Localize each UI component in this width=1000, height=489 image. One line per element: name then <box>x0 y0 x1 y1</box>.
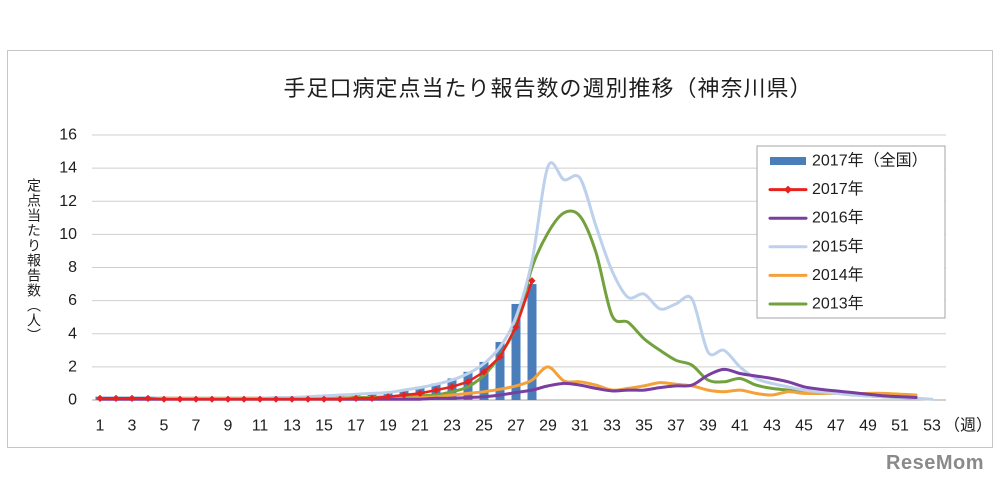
x-tick-label: 39 <box>699 418 717 435</box>
legend-label: 2013年 <box>812 295 864 313</box>
y-tick-label: 0 <box>68 392 77 409</box>
x-tick-label: 41 <box>731 418 749 435</box>
y-tick-label: 12 <box>59 193 77 210</box>
bar <box>527 284 537 400</box>
y-tick-label: 6 <box>68 292 77 309</box>
data-point <box>144 394 152 402</box>
x-tick-label: 27 <box>507 418 525 435</box>
legend-label: 2015年 <box>812 237 864 255</box>
data-point <box>528 277 536 285</box>
data-point <box>448 383 456 391</box>
bar <box>495 342 505 400</box>
x-tick-label: 15 <box>315 418 333 435</box>
x-tick-label: 19 <box>379 418 397 435</box>
data-point <box>304 395 312 403</box>
x-tick-label: 53 <box>923 418 941 435</box>
legend-label: 2016年 <box>812 209 864 227</box>
line-series-2 <box>98 367 918 401</box>
legend-label: 2017年（全国） <box>812 152 928 170</box>
x-tick-label: 3 <box>128 418 137 435</box>
data-point <box>336 395 344 403</box>
y-tick-label: 16 <box>59 127 77 144</box>
legend-box <box>756 145 946 319</box>
y-tick-label: 4 <box>68 325 77 342</box>
x-tick-label: 5 <box>160 418 169 435</box>
x-axis-label: （週） <box>944 417 992 435</box>
x-axis: 1 3 5 7 9 11 13 15 17 19 21 23 25 27 29 31 33 35 37 39 41 43 4… <box>96 417 992 435</box>
x-tick-label: 9 <box>224 418 233 435</box>
bar <box>511 303 521 400</box>
x-tick-label: 21 <box>411 418 429 435</box>
data-point <box>224 395 232 403</box>
y-tick-label: 10 <box>59 226 77 243</box>
y-axis: 0 2 4 6 8 10 12 14 16 <box>59 127 77 409</box>
data-point <box>256 395 264 403</box>
series-line <box>98 279 534 401</box>
x-tick-label: 49 <box>859 418 877 435</box>
data-point <box>176 395 184 403</box>
legend-label: 2014年 <box>812 266 864 284</box>
chart-title: 手足口病定点当たり報告数の週別推移（神奈川県） <box>283 77 813 102</box>
data-point <box>384 393 392 401</box>
x-tick-label: 37 <box>667 418 685 435</box>
legend-item: 2017年 <box>768 180 864 198</box>
data-point <box>512 323 520 331</box>
legend: 2017年（全国） 2017年 2016年 2015年 2014年 2013年 <box>756 145 946 319</box>
legend-item: 2017年（全国） <box>770 152 928 170</box>
data-point <box>160 395 168 403</box>
data-point <box>112 394 120 402</box>
data-point <box>416 389 424 397</box>
series-line <box>98 367 918 401</box>
data-point <box>288 395 296 403</box>
legend-item: 2015年 <box>768 237 864 255</box>
legend-item: 2016年 <box>768 209 864 227</box>
x-tick-label: 25 <box>475 418 493 435</box>
x-tick-label: 31 <box>571 418 589 435</box>
data-point <box>368 394 376 402</box>
y-tick-label: 8 <box>68 259 77 276</box>
x-tick-label: 35 <box>635 418 653 435</box>
line-series-1 <box>96 277 536 403</box>
data-point <box>128 394 136 402</box>
data-point <box>272 395 280 403</box>
y-tick-label: 14 <box>59 160 77 177</box>
watermark-logo: ReseMom <box>886 452 984 474</box>
data-point <box>208 395 216 403</box>
data-point <box>496 353 504 361</box>
data-point <box>432 386 440 394</box>
data-point <box>480 368 488 376</box>
y-axis-label: 定点当たり報告数（人） <box>25 178 41 343</box>
data-point <box>352 394 360 402</box>
data-point <box>464 378 472 386</box>
data-point <box>96 394 104 402</box>
x-tick-label: 47 <box>827 418 845 435</box>
bar <box>479 361 489 400</box>
data-point <box>400 391 408 399</box>
data-point <box>320 395 328 403</box>
x-tick-label: 45 <box>795 418 813 435</box>
x-tick-label: 23 <box>443 418 461 435</box>
x-tick-label: 33 <box>603 418 621 435</box>
x-tick-label: 11 <box>252 418 269 435</box>
x-tick-label: 1 <box>96 418 105 435</box>
y-tick-label: 2 <box>68 358 77 375</box>
legend-item: 2014年 <box>768 266 864 284</box>
legend-item: 2013年 <box>768 295 864 313</box>
legend-label: 2017年 <box>812 180 864 198</box>
x-tick-label: 29 <box>539 418 557 435</box>
legend-swatch <box>770 157 806 165</box>
x-tick-label: 17 <box>347 418 365 435</box>
x-tick-label: 43 <box>763 418 781 435</box>
data-point <box>240 395 248 403</box>
x-tick-label: 7 <box>192 418 201 435</box>
x-tick-label: 13 <box>283 418 301 435</box>
legend-marker <box>784 185 792 194</box>
x-tick-label: 51 <box>891 418 909 435</box>
data-point <box>192 395 200 403</box>
